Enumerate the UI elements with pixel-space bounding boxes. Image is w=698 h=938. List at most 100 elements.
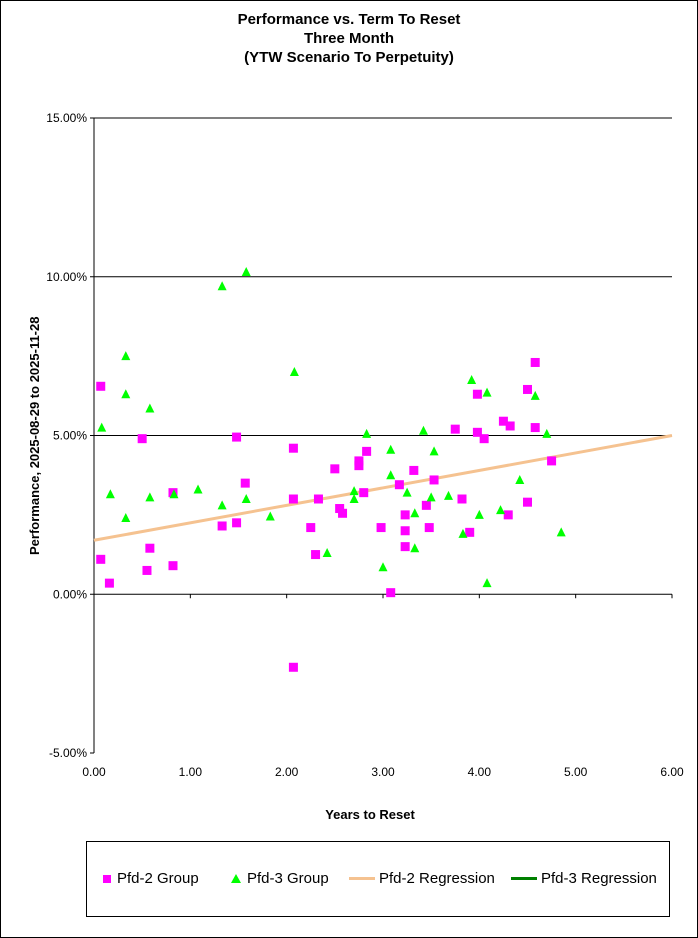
x-tick-label: 1.00 (179, 765, 203, 779)
data-point-pfd2 (330, 464, 340, 474)
data-point-pfd3 (496, 505, 506, 515)
data-point-pfd3 (458, 528, 468, 538)
line-marker-icon (511, 877, 537, 880)
x-tick-label: 3.00 (371, 765, 395, 779)
legend-label: Pfd-3 Regression (541, 870, 657, 887)
data-point-pfd2 (429, 475, 439, 485)
data-point-pfd2 (503, 510, 513, 520)
data-point-pfd2 (288, 443, 298, 453)
data-point-pfd2 (530, 423, 540, 433)
data-point-pfd3 (145, 403, 155, 413)
data-point-pfd3 (349, 494, 359, 503)
data-point-pfd2 (232, 518, 242, 528)
data-point-pfd3 (515, 474, 525, 484)
data-point-pfd3 (105, 489, 115, 499)
data-point-pfd2 (288, 662, 298, 672)
data-point-pfd2 (472, 389, 482, 399)
data-point-pfd2 (386, 588, 396, 598)
data-point-pfd3 (193, 484, 203, 494)
data-point-pfd3 (410, 543, 420, 553)
data-point-pfd2 (313, 494, 323, 504)
data-point-pfd3 (418, 425, 428, 435)
data-point-pfd3 (530, 390, 540, 400)
data-point-pfd3 (482, 387, 492, 397)
data-point-pfd2 (409, 465, 419, 475)
data-point-pfd3 (121, 351, 131, 361)
data-point-pfd2 (465, 527, 475, 537)
line-marker-icon (349, 877, 375, 880)
y-axis-label: Performance, 2025-08-29 to 2025-11-28 (27, 316, 42, 555)
data-point-pfd3 (444, 490, 454, 500)
regression-line (93, 434, 673, 542)
data-point-pfd2 (498, 416, 508, 426)
data-point-pfd2 (306, 523, 316, 533)
legend-label: Pfd-2 Group (117, 870, 199, 887)
data-point-pfd2 (523, 497, 532, 507)
data-point-pfd3 (241, 266, 251, 276)
data-point-pfd2 (217, 521, 227, 531)
data-point-pfd2 (137, 434, 147, 444)
data-point-pfd2 (457, 494, 467, 504)
data-point-pfd2 (96, 381, 106, 391)
y-tick-label: 5.00% (53, 429, 87, 443)
data-point-pfd2 (505, 421, 515, 431)
data-point-pfd2 (104, 578, 114, 588)
legend-item-pfd2-regression: Pfd-2 Regression (349, 870, 495, 887)
data-point-pfd2 (400, 526, 410, 536)
data-point-pfd3 (402, 487, 412, 497)
legend-label: Pfd-2 Regression (379, 870, 495, 887)
square-marker-icon (103, 874, 111, 883)
data-point-pfd3 (482, 578, 492, 588)
data-point-pfd3 (121, 389, 131, 399)
data-point-pfd2 (479, 434, 489, 444)
x-axis-label: Years to Reset (325, 807, 415, 822)
data-point-pfd2 (232, 432, 242, 442)
data-point-pfd2 (145, 543, 155, 553)
y-tick-label: 0.00% (53, 587, 87, 601)
data-point-pfd3 (474, 509, 484, 519)
data-point-pfd2 (288, 494, 298, 504)
data-point-pfd2 (400, 510, 410, 520)
data-point-pfd3 (169, 489, 179, 499)
data-point-pfd2 (472, 427, 482, 437)
chart-title-line-2: Three Month (304, 30, 394, 47)
data-point-pfd2 (547, 456, 557, 466)
x-tick-label: 4.00 (468, 765, 492, 779)
legend-item-pfd3-regression: Pfd-3 Regression (511, 870, 657, 887)
data-point-pfd2 (96, 554, 106, 564)
data-point-pfd3 (362, 428, 372, 438)
data-point-pfd3 (386, 470, 396, 480)
data-point-pfd2 (335, 504, 345, 514)
data-point-pfd2 (523, 384, 532, 394)
y-tick-label: -5.00% (49, 746, 87, 760)
data-point-pfd2 (421, 500, 431, 510)
data-point-pfd2 (450, 424, 460, 434)
data-point-pfd3 (378, 562, 388, 572)
data-point-pfd2 (400, 542, 410, 552)
data-point-pfd2 (240, 478, 250, 488)
x-tick-label: 5.00 (564, 765, 588, 779)
triangle-marker-icon (231, 874, 241, 883)
data-point-pfd3 (467, 374, 477, 384)
data-point-pfd3 (217, 281, 227, 291)
data-point-pfd2 (359, 488, 369, 498)
chart-title-line-3: (YTW Scenario To Perpetuity) (244, 49, 454, 66)
data-point-pfd3 (121, 513, 131, 523)
data-point-pfd3 (97, 422, 107, 432)
data-point-pfd3 (241, 494, 251, 503)
data-point-pfd3 (429, 446, 439, 456)
data-point-pfd3 (542, 428, 552, 438)
data-point-pfd3 (556, 527, 566, 537)
chart-title-line-1: Performance vs. Term To Reset (237, 11, 461, 28)
data-point-pfd3 (349, 486, 359, 496)
data-point-pfd2 (338, 508, 348, 518)
data-point-pfd2 (362, 446, 372, 456)
data-point-pfd3 (265, 511, 275, 521)
data-point-pfd2 (530, 357, 540, 367)
data-point-pfd2 (354, 461, 364, 471)
data-point-pfd2 (394, 480, 404, 490)
x-tick-label: 6.00 (660, 765, 684, 779)
legend-item-pfd3-group: Pfd-3 Group (231, 870, 329, 887)
